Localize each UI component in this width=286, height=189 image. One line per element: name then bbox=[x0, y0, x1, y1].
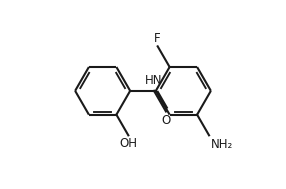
Text: O: O bbox=[161, 114, 170, 127]
Text: F: F bbox=[154, 32, 161, 45]
Text: OH: OH bbox=[119, 137, 137, 150]
Text: NH₂: NH₂ bbox=[211, 138, 233, 151]
Text: HN: HN bbox=[145, 74, 163, 87]
